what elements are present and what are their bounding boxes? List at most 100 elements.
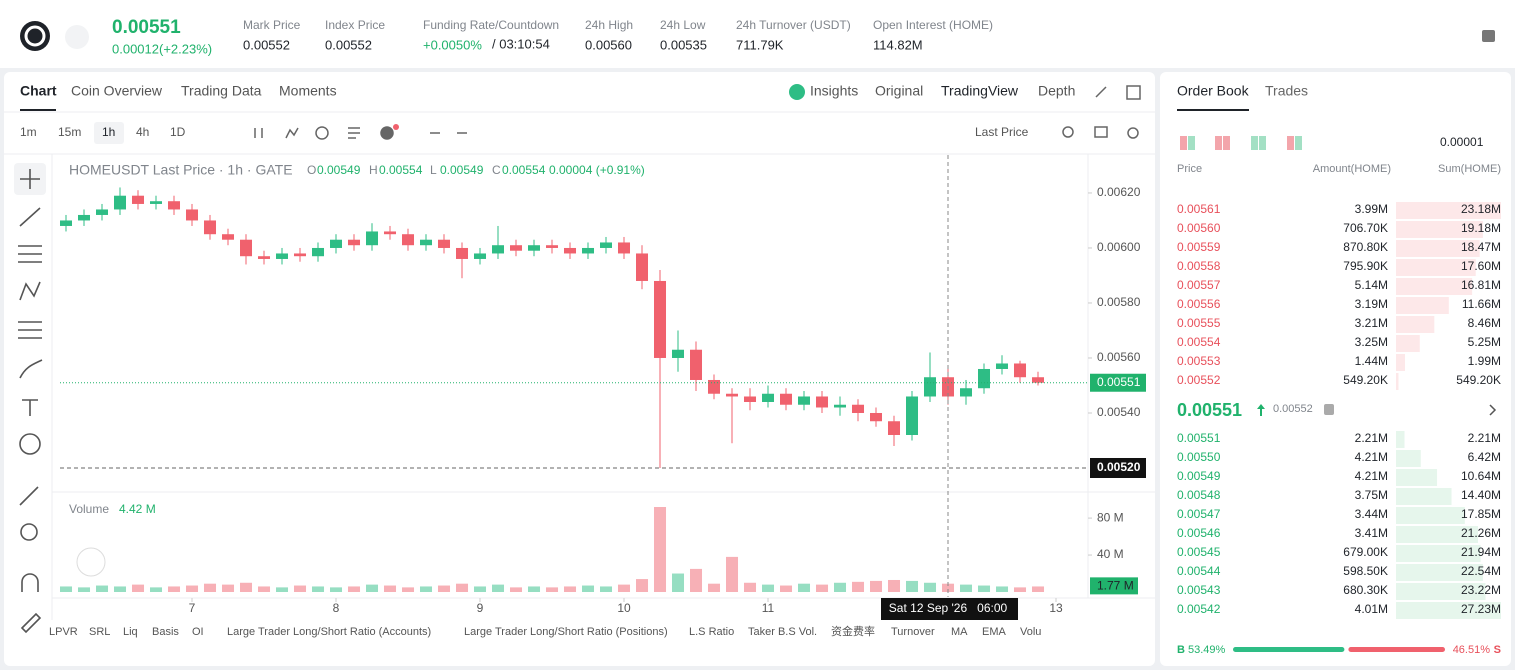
volume-bar <box>654 507 667 592</box>
interval[interactable]: 15m <box>58 125 81 139</box>
y-tick-label: 0.00600 <box>1097 240 1141 254</box>
interval[interactable]: 4h <box>136 125 149 139</box>
layout-icon[interactable] <box>1188 136 1195 150</box>
candle-body <box>492 245 505 254</box>
stat-value: +0.0050% <box>423 37 482 52</box>
coin-logo-ring <box>24 25 46 47</box>
crosshair-time: Sat 12 Sep '26 06:00 <box>889 601 1008 615</box>
indicator[interactable]: LPVR <box>49 626 78 638</box>
layout-icon[interactable] <box>1287 136 1294 150</box>
layout-icon[interactable] <box>1215 136 1222 150</box>
ob-tab[interactable]: Trades <box>1265 83 1308 99</box>
ohlc-key: C <box>492 163 501 177</box>
last-price-label: 0.00551 <box>1097 375 1141 389</box>
volume-bar <box>150 587 163 592</box>
ohlc-value: 0.00549 <box>440 163 484 177</box>
view-tab[interactable]: Insights <box>810 83 858 99</box>
candle-body <box>726 393 739 397</box>
ob-amount: 3.21M <box>1355 316 1388 330</box>
stat-value: 114.82M <box>873 37 923 52</box>
candle-body <box>762 393 775 402</box>
buy-pct: 53.49% <box>1188 644 1226 656</box>
ob-price: 0.00560 <box>1177 221 1221 235</box>
interval[interactable]: 1m <box>20 125 37 139</box>
volume-bar <box>906 580 919 592</box>
chart-card <box>4 72 1155 666</box>
last-price: 0.00551 <box>112 17 181 38</box>
layout-icon[interactable] <box>1223 136 1230 150</box>
volume-bar <box>960 584 973 592</box>
volume-bar <box>456 583 469 592</box>
ob-sum: 27.23M <box>1461 602 1501 616</box>
tab[interactable]: Coin Overview <box>71 83 163 99</box>
last-volume-label: 1.77 M <box>1097 579 1134 593</box>
price-type[interactable]: Last Price <box>975 125 1029 139</box>
ob-price: 0.00553 <box>1177 354 1221 368</box>
layout-icon[interactable] <box>1180 136 1187 150</box>
view-tab[interactable]: Depth <box>1038 83 1075 99</box>
volume-bar <box>420 586 433 592</box>
ohlc-value: 0.00554 <box>502 163 546 177</box>
indicator[interactable]: 资金费率 <box>831 624 875 638</box>
layout-icon[interactable] <box>1295 136 1302 150</box>
settings-icon[interactable] <box>1482 30 1495 42</box>
volume-bar <box>222 584 235 592</box>
volume-bar <box>978 585 991 592</box>
ob-price: 0.00561 <box>1177 202 1221 216</box>
x-tick-label: 10 <box>617 601 631 615</box>
tab[interactable]: Chart <box>20 83 57 99</box>
indicator[interactable]: MA <box>951 626 968 638</box>
volume-bar <box>726 556 739 592</box>
chevron[interactable] <box>1489 404 1497 416</box>
interval[interactable]: 1D <box>170 125 186 139</box>
candle-body <box>96 209 109 215</box>
ob-price: 0.00555 <box>1177 316 1221 330</box>
candle-body <box>708 379 721 394</box>
depth-bar <box>1396 507 1465 524</box>
volume-bar <box>618 584 631 592</box>
depth-bar <box>1396 202 1501 219</box>
indicator[interactable]: Liq <box>123 626 138 638</box>
candle-body <box>366 231 379 246</box>
crosshair-price: 0.00520 <box>1097 460 1141 474</box>
indicator[interactable]: Turnover <box>891 626 935 638</box>
precision[interactable]: 0.00001 <box>1440 135 1484 149</box>
interval[interactable]: 1h <box>102 125 115 139</box>
chart-tools[interactable] <box>254 85 1141 140</box>
indicator[interactable]: Taker B.S Vol. <box>748 626 817 638</box>
ob-sum: 16.81M <box>1461 278 1501 292</box>
candle-body <box>402 234 415 246</box>
tab[interactable]: Trading Data <box>181 83 262 99</box>
volume-bar <box>294 585 307 592</box>
volume-bar <box>996 586 1009 592</box>
candle-body <box>582 247 595 254</box>
candle-body <box>276 253 289 259</box>
tool-icons[interactable] <box>18 169 43 634</box>
indicator[interactable]: SRL <box>89 626 110 638</box>
ob-tab[interactable]: Order Book <box>1177 83 1250 99</box>
candle-body <box>978 368 991 389</box>
favorite[interactable] <box>65 25 89 49</box>
layout-icon[interactable] <box>1259 136 1266 150</box>
indicator[interactable]: Basis <box>152 626 179 638</box>
view-tab[interactable]: Original <box>875 83 923 99</box>
indicator[interactable]: L.S Ratio <box>689 626 734 638</box>
indicator[interactable]: EMA <box>982 626 1007 638</box>
ohlc-key: L <box>430 163 437 177</box>
y-tick-label: 0.00620 <box>1097 185 1141 199</box>
buy-bar <box>1233 647 1345 652</box>
ob-sum: 23.22M <box>1461 583 1501 597</box>
view-tab[interactable]: TradingView <box>941 83 1019 99</box>
volume-bar <box>312 586 325 592</box>
indicator[interactable]: Large Trader Long/Short Ratio (Positions… <box>464 626 668 638</box>
volume-value: 4.42 M <box>119 502 156 516</box>
indicator[interactable]: OI <box>192 626 204 638</box>
volume-bar <box>366 584 379 592</box>
layout-icon[interactable] <box>1251 136 1258 150</box>
candle-body <box>222 234 235 240</box>
sell-bar <box>1348 647 1445 652</box>
tab[interactable]: Moments <box>279 83 337 99</box>
indicator[interactable]: Large Trader Long/Short Ratio (Accounts) <box>227 626 431 638</box>
indicator[interactable]: Volu <box>1020 626 1041 638</box>
